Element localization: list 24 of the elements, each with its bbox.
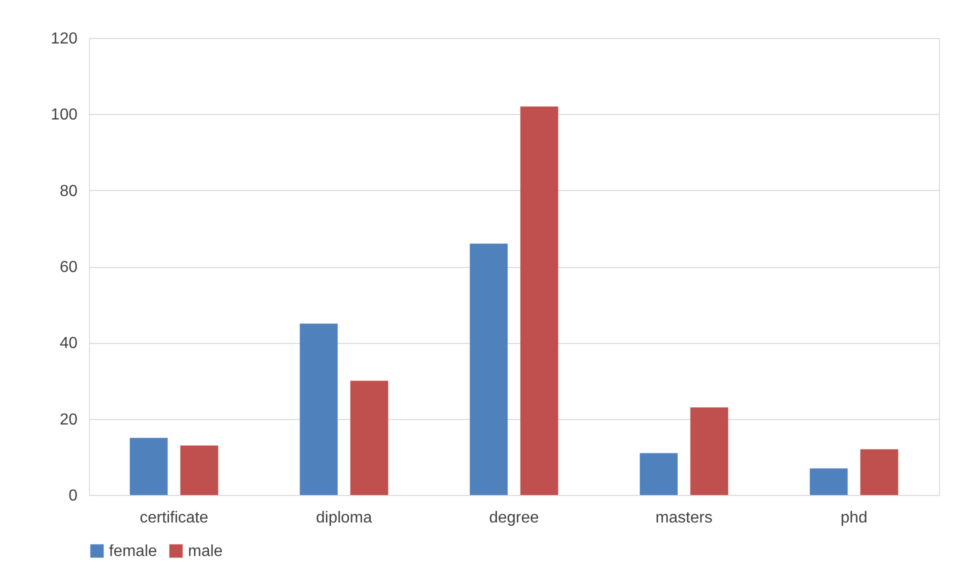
bar	[810, 468, 848, 495]
bar	[300, 324, 338, 495]
bar	[860, 449, 898, 495]
x-tick-label: masters	[656, 510, 712, 526]
legend-label: female	[109, 543, 158, 560]
y-tick-label: 120	[50, 30, 78, 48]
y-tick-label: 80	[60, 182, 78, 200]
y-tick-label: 20	[60, 411, 78, 428]
bar	[130, 438, 168, 495]
bar	[690, 407, 728, 495]
y-tick-label: 100	[50, 106, 78, 124]
x-tick-label: phd	[840, 510, 868, 526]
bar	[520, 106, 558, 495]
bar	[350, 380, 388, 495]
y-tick-label: 60	[60, 259, 78, 276]
x-tick-label: diploma	[316, 510, 372, 526]
x-tick-label: certificate	[140, 510, 208, 526]
legend-label: male	[188, 543, 223, 560]
bar	[180, 445, 218, 495]
x-tick-label: degree	[489, 510, 540, 526]
y-tick-label: 40	[60, 335, 78, 352]
y-tick-label: 0	[68, 488, 78, 504]
bar	[640, 453, 678, 495]
bar	[470, 244, 508, 495]
